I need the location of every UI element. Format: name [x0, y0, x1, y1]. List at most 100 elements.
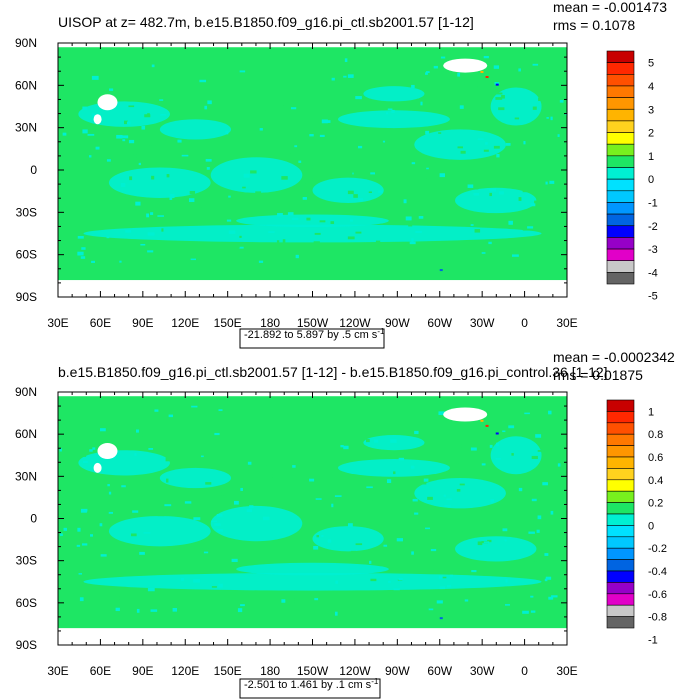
contour-cell: [370, 578, 377, 582]
contour-cell: [231, 440, 236, 444]
range-label-box: [239, 328, 385, 349]
contour-cell: [530, 610, 536, 613]
contour-cell: [223, 158, 228, 161]
colorbar-label: -5: [648, 291, 658, 303]
contour-cell: [292, 465, 296, 468]
x-tick-label: 120E: [171, 664, 199, 678]
contour-cell: [112, 482, 118, 486]
contour-cell: [126, 121, 131, 125]
contour-cell: [372, 599, 375, 603]
contour-cell: [477, 541, 483, 546]
contour-cell: [534, 558, 537, 562]
contour-cell: [343, 75, 347, 78]
contour-cell: [236, 492, 241, 496]
range-label-box: [239, 678, 381, 699]
contour-cell: [76, 544, 81, 547]
contour-band: [159, 119, 232, 140]
contour-cell: [80, 455, 87, 457]
contour-cell: [474, 86, 478, 88]
colorbar-swatch: [606, 213, 635, 227]
contour-cell: [193, 517, 201, 521]
contour-cell: [308, 165, 313, 168]
contour-cell: [518, 197, 522, 201]
contour-cell: [82, 129, 88, 134]
contour-cell: [544, 578, 548, 582]
contour-cell: [134, 453, 137, 456]
contour-cell: [469, 177, 475, 182]
contour-cell: [514, 117, 520, 120]
contour-cell: [433, 568, 440, 571]
contour-cell: [440, 56, 446, 59]
colorbar: 5 4 3 2 1 0 -1 -2 -3 -4 -5: [606, 50, 658, 303]
contour-cell: [131, 418, 139, 422]
contour-cell: [409, 241, 416, 245]
contour-cell: [202, 548, 209, 551]
x-tick-label: 60W: [427, 664, 452, 678]
contour-cell: [412, 498, 418, 502]
x-tick-label: 30W: [470, 316, 495, 330]
colorbar-swatch: [606, 547, 635, 560]
x-tick-label: 120W: [339, 316, 371, 330]
contour-cell: [438, 604, 443, 608]
y-tick-label: 60S: [16, 248, 37, 262]
contour-cell: [460, 423, 468, 428]
contour-cell: [96, 521, 103, 524]
contour-cell: [225, 130, 229, 135]
contour-cell: [290, 598, 295, 601]
contour-cell: [188, 198, 195, 203]
colorbar-swatch: [606, 525, 635, 538]
colorbar-swatch: [606, 502, 635, 515]
contour-cell: [445, 454, 450, 459]
contour-cell: [474, 229, 481, 233]
contour-cell: [106, 159, 111, 162]
colorbar-swatch: [606, 132, 635, 145]
contour-cell: [214, 432, 220, 436]
contour-cell: [550, 510, 554, 515]
contour-cell: [302, 197, 307, 200]
colorbar-swatch: [606, 468, 635, 481]
contour-cell: [471, 570, 477, 573]
contour-cell: [284, 153, 291, 156]
contour-cell: [530, 595, 534, 598]
contour-cell: [243, 173, 250, 178]
contour-cell: [71, 591, 74, 594]
contour-cell: [204, 203, 211, 207]
contour-cell: [530, 203, 536, 207]
contour-cell: [368, 191, 372, 193]
contour-cell: [334, 495, 342, 497]
rms-value: rms = 0.01875: [553, 367, 643, 383]
contour-cell: [142, 433, 145, 437]
contour-cell: [147, 113, 150, 116]
contour-cell: [375, 240, 381, 243]
contour-cell: [419, 161, 422, 165]
contour-cell: [498, 107, 505, 111]
plot-title: UISOP at z= 482.7m, b.e15.B1850.f09_g16.…: [58, 14, 474, 30]
contour-cell: [73, 117, 81, 121]
contour-cell: [487, 539, 492, 543]
contour-cell: [505, 579, 508, 583]
contour-cell: [393, 588, 400, 591]
contour-cell: [355, 543, 363, 546]
contour-cell: [79, 597, 84, 602]
contour-cell: [404, 597, 411, 601]
contour-cell: [486, 261, 493, 264]
contour-cell: [240, 604, 245, 607]
contour-cell: [532, 106, 537, 110]
contour-cell: [352, 172, 355, 175]
contour-cell: [91, 113, 96, 118]
contour-cell: [410, 196, 417, 199]
contour-cell: [411, 238, 414, 243]
contour-cell: [403, 199, 407, 204]
contour-cell: [99, 488, 106, 493]
contour-cell: [537, 450, 545, 452]
colorbar-label: 1: [648, 406, 654, 418]
contour-cell: [527, 226, 534, 229]
contour-cell: [347, 236, 355, 240]
mean-value: mean = -0.0002342: [553, 349, 675, 365]
contour-cell: [68, 416, 73, 421]
contour-field: [58, 392, 567, 645]
y-tick-label: 30S: [16, 205, 37, 219]
contour-cell: [228, 61, 235, 66]
contour-band: [337, 110, 450, 129]
colorbar-swatch: [606, 97, 635, 110]
